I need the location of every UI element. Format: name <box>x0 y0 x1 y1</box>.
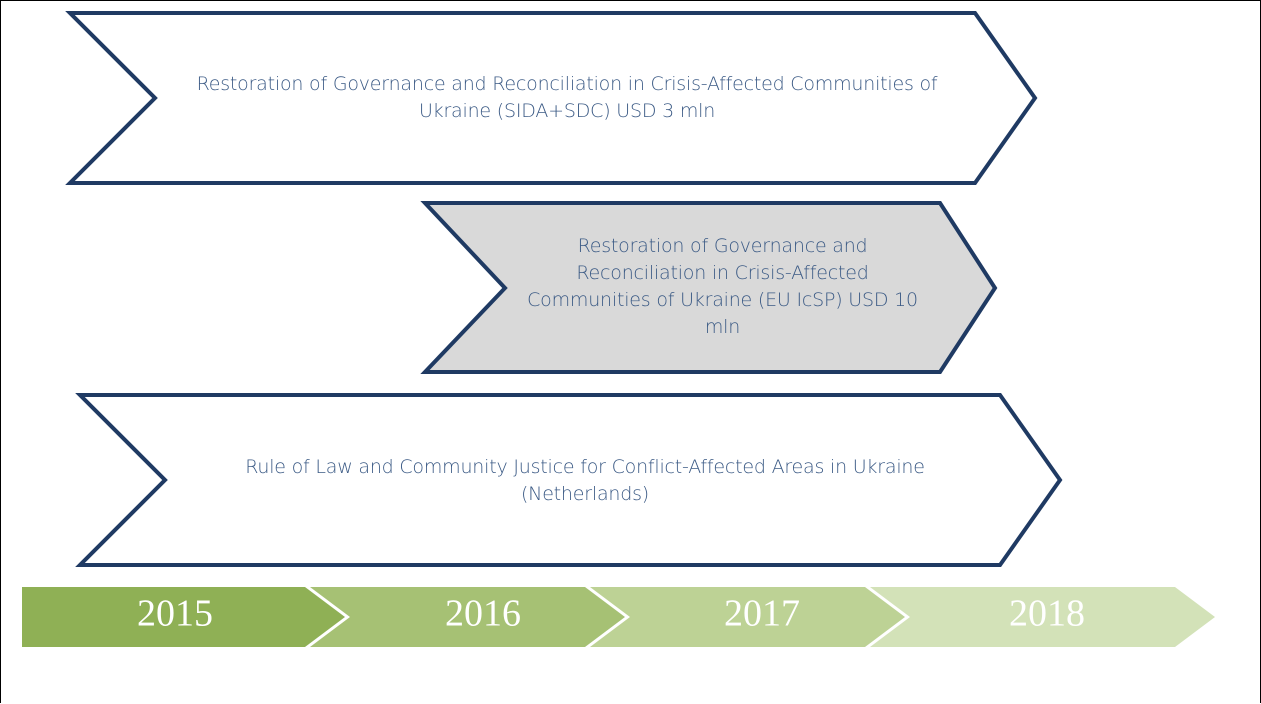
year-label: 2018 <box>1009 593 1085 635</box>
project-arrow <box>420 201 998 374</box>
year-label: 2015 <box>137 593 213 635</box>
project-arrow <box>65 11 1038 185</box>
year-label: 2016 <box>445 593 521 635</box>
project-arrow <box>75 393 1063 567</box>
year-chevron <box>590 587 905 647</box>
year-label: 2017 <box>724 593 800 635</box>
project-label: Restoration of Governance and Reconcilia… <box>196 73 938 122</box>
project-label: Rule of Law and Community Justice for Co… <box>245 456 925 505</box>
year-chevron <box>310 587 625 647</box>
project-label: Restoration of Governance and Reconcilia… <box>527 235 918 338</box>
year-chevron <box>22 587 345 647</box>
year-chevron <box>870 587 1215 647</box>
